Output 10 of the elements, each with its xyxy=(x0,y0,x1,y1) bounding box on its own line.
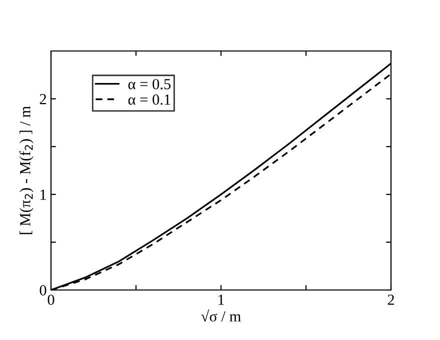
y-tick-label: 0 xyxy=(40,285,46,296)
x-tick-label: 1 xyxy=(218,294,224,305)
y-tick-label: 2 xyxy=(40,94,46,104)
x-axis-title: √σ / m xyxy=(201,309,241,322)
y-axis-title: [ M(π$_{2}$) - M(f$_{2}$) ] / m xyxy=(19,106,34,234)
legend-label: α = 0.1 xyxy=(128,94,170,105)
y-tick-label: 1 xyxy=(40,190,46,200)
x-tick-label: 0 xyxy=(48,294,54,305)
legend-label: α = 0.5 xyxy=(128,78,171,90)
x-tick-label: 2 xyxy=(388,294,394,305)
